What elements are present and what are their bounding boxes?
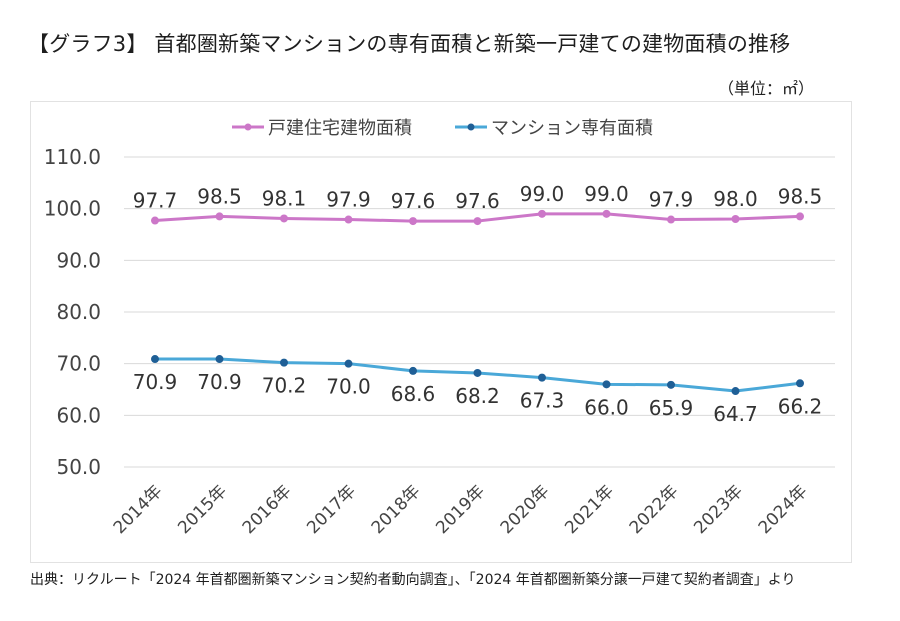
legend-label: マンション専有面積 [491, 118, 653, 139]
x-tick-label: 2020年 [497, 481, 554, 538]
gridlines [124, 156, 835, 468]
data-point [667, 380, 675, 389]
data-label: 98.0 [713, 187, 758, 211]
x-tick-label: 2017年 [303, 481, 360, 538]
data-point [280, 358, 288, 367]
data-point [667, 215, 675, 224]
y-tick-label: 50.0 [56, 455, 101, 479]
data-point [602, 209, 611, 218]
data-label: 99.0 [520, 182, 565, 206]
data-label: 64.7 [713, 402, 758, 426]
x-tick-label: 2015年 [174, 481, 231, 538]
series-mansion: 70.9 70.9 70.2 70.0 68.6 68.2 67.3 66.0 65.9 64.7… [133, 355, 823, 426]
data-label: 66.2 [778, 394, 823, 418]
data-label: 98.5 [197, 184, 242, 208]
data-point [796, 212, 804, 221]
y-tick-label: 90.0 [56, 248, 101, 272]
data-label: 70.9 [133, 370, 178, 394]
y-tick-label: 70.0 [56, 352, 101, 376]
x-tick-label: 2023年 [690, 481, 747, 538]
x-tick-label: 2022年 [626, 481, 683, 538]
data-point [151, 216, 159, 225]
data-point [409, 366, 417, 375]
data-point [473, 217, 482, 226]
legend-item: 戸建住宅建物面積 [232, 118, 412, 139]
data-label: 65.9 [649, 396, 694, 420]
data-point [796, 379, 804, 388]
data-label: 98.1 [262, 186, 307, 210]
data-point [731, 215, 740, 223]
data-label: 98.5 [778, 184, 823, 208]
data-label: 66.0 [584, 395, 629, 419]
data-label: 97.7 [133, 189, 178, 213]
chart-frame [30, 101, 852, 563]
series-house: 97.7 98.5 98.1 97.9 97.6 97.6 99.0 99.0 97.9 98.0… [133, 182, 823, 226]
data-label: 70.2 [262, 374, 307, 398]
y-tick-label: 100.0 [44, 197, 101, 221]
data-label: 97.6 [455, 189, 500, 213]
x-axis-ticks: 2014年 2015年 2016年 2017年 2018年 2019年 2020年 2021年… [110, 481, 812, 538]
chart-title: 【グラフ3】 首都圏新築マンションの専有面積と新築一戸建ての建物面積の推移 [28, 32, 791, 56]
x-tick-label: 2024年 [755, 481, 812, 538]
data-point [344, 359, 353, 368]
data-point [215, 212, 224, 221]
data-point [344, 215, 353, 224]
x-tick-label: 2021年 [561, 481, 618, 538]
legend-marker-icon [467, 123, 475, 131]
x-tick-label: 2016年 [239, 481, 296, 538]
data-label: 97.9 [649, 188, 694, 212]
legend-label: 戸建住宅建物面積 [268, 118, 412, 139]
data-label: 99.0 [584, 182, 629, 206]
data-label: 68.6 [391, 382, 436, 406]
data-point [215, 355, 224, 364]
y-tick-label: 80.0 [56, 300, 101, 324]
unit-label: （単位：㎡） [717, 79, 814, 98]
data-point [538, 209, 546, 218]
x-tick-label: 2018年 [368, 481, 425, 538]
legend: 戸建住宅建物面積 マンション専有面積 [232, 118, 653, 139]
data-label: 97.9 [326, 188, 371, 212]
data-label: 70.0 [326, 375, 371, 399]
legend-marker-icon [244, 123, 252, 131]
data-point [731, 387, 740, 396]
data-label: 97.6 [391, 189, 436, 213]
source-note: 出典：リクルート「2024 年首都圏新築マンション契約者動向調査」、「2024 … [30, 572, 796, 588]
y-axis-ticks: 110.0 100.0 90.0 80.0 70.0 60.0 50.0 [44, 145, 101, 479]
data-label: 67.3 [520, 389, 565, 413]
data-point [151, 355, 159, 364]
data-point [538, 373, 546, 382]
data-label: 70.9 [197, 370, 242, 394]
legend-item: マンション専有面積 [455, 118, 653, 139]
x-tick-label: 2019年 [432, 481, 489, 538]
data-point [602, 380, 611, 389]
data-point [473, 368, 482, 377]
series-group: 97.7 98.5 98.1 97.9 97.6 97.6 99.0 99.0 97.9 98.0… [133, 182, 823, 426]
data-point [280, 214, 288, 223]
y-tick-label: 110.0 [44, 145, 101, 169]
y-tick-label: 60.0 [56, 403, 101, 427]
x-tick-label: 2014年 [110, 481, 167, 538]
data-label: 68.2 [455, 384, 500, 408]
data-point [409, 217, 417, 226]
